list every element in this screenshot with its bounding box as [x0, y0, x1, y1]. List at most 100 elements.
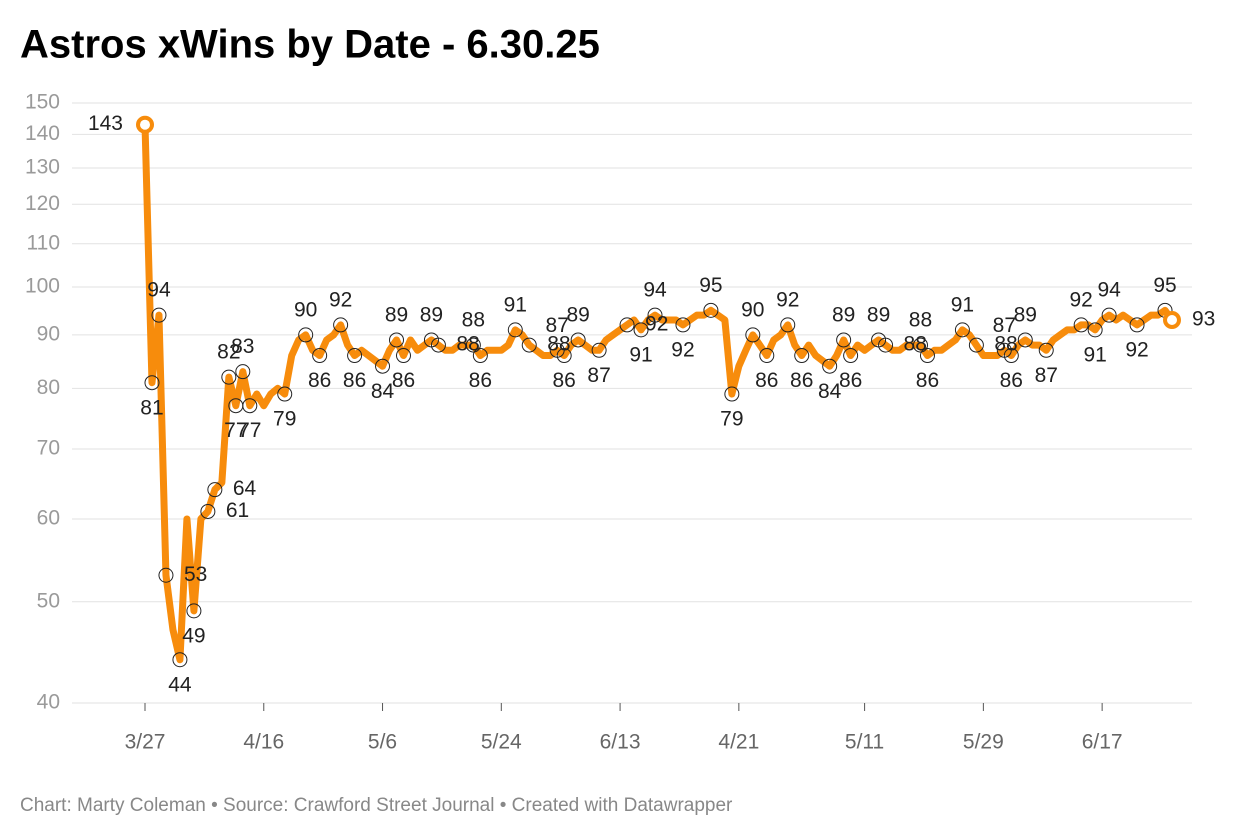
value-label: 94: [1097, 279, 1121, 302]
point: [1073, 317, 1089, 333]
value-label: 86: [343, 369, 366, 392]
x-tick-label: 4/21: [718, 731, 759, 754]
point: [472, 348, 488, 364]
value-label: 77: [224, 419, 247, 442]
y-tick-label: 150: [25, 91, 60, 114]
point: [242, 398, 258, 414]
point: [1087, 322, 1103, 338]
y-tick-label: 120: [25, 192, 60, 215]
point: [298, 327, 314, 343]
value-label: 86: [916, 369, 939, 392]
value-label: 64: [233, 477, 257, 500]
y-tick-label: 70: [37, 437, 60, 460]
point: [878, 337, 894, 353]
value-label: 77: [238, 419, 261, 442]
point: [745, 327, 761, 343]
value-label: 89: [832, 304, 855, 327]
point: [395, 348, 411, 364]
x-tick-label: 3/27: [125, 731, 166, 754]
value-label: 95: [699, 274, 722, 297]
point: [912, 337, 928, 353]
point: [375, 358, 391, 374]
point: [221, 369, 237, 385]
y-tick-label: 100: [25, 275, 60, 298]
end-point: [136, 115, 154, 134]
point: [780, 317, 796, 333]
y-tick-label: 110: [27, 231, 60, 254]
value-label: 92: [645, 312, 668, 335]
value-label: 61: [226, 499, 249, 522]
point: [430, 337, 446, 353]
x-tick-label: 5/11: [845, 731, 884, 754]
value-label: 53: [184, 563, 207, 586]
y-tick-label: 40: [37, 691, 60, 714]
x-tick-label: 6/13: [600, 731, 641, 754]
point: [172, 652, 188, 668]
value-label: 92: [1125, 338, 1148, 361]
value-label: 89: [566, 304, 589, 327]
value-label: 87: [546, 314, 569, 337]
value-label: 86: [1000, 369, 1023, 392]
point: [556, 348, 572, 364]
value-label: 88: [547, 333, 570, 356]
point: [724, 386, 740, 402]
value-label: 88: [462, 309, 485, 332]
point: [235, 364, 251, 380]
value-label: 143: [88, 112, 123, 135]
value-label: 82: [217, 341, 240, 364]
value-label: 88: [904, 333, 927, 356]
x-tick-label: 5/29: [963, 731, 1004, 754]
point: [570, 332, 586, 348]
point: [703, 302, 719, 318]
value-label: 84: [371, 380, 395, 403]
y-tick-label: 90: [37, 322, 60, 345]
value-label: 81: [140, 396, 163, 419]
value-label: 89: [1014, 304, 1037, 327]
value-label: 89: [385, 304, 408, 327]
value-label: 91: [629, 343, 652, 366]
x-tick-label: 4/16: [243, 731, 284, 754]
y-tick-label: 60: [37, 506, 60, 529]
point: [633, 322, 649, 338]
value-label: 44: [168, 673, 192, 696]
point: [521, 337, 537, 353]
value-label: 49: [182, 624, 205, 647]
value-label: 89: [420, 304, 443, 327]
value-label: 92: [776, 288, 799, 311]
value-label: 91: [951, 293, 974, 316]
line: [141, 121, 1176, 664]
point: [619, 317, 635, 333]
y-tick-label: 140: [25, 122, 60, 145]
point: [919, 348, 935, 364]
value-label: 86: [755, 369, 778, 392]
point: [794, 348, 810, 364]
point: [836, 332, 852, 348]
point: [507, 322, 523, 338]
value-label: 92: [329, 288, 352, 311]
x-tick-label: 6/17: [1082, 731, 1123, 754]
point: [675, 317, 691, 333]
value-label: 94: [643, 279, 667, 302]
point: [207, 482, 223, 498]
value-label: 88: [456, 333, 479, 356]
value-label: 87: [993, 314, 1016, 337]
value-label: 91: [1083, 343, 1106, 366]
value-label: 87: [1035, 364, 1058, 387]
point: [144, 375, 160, 391]
value-label: 86: [308, 369, 331, 392]
point: [1017, 332, 1033, 348]
point: [968, 337, 984, 353]
value-label: 91: [504, 293, 527, 316]
value-label: 89: [867, 304, 890, 327]
y-tick-label: 50: [37, 589, 60, 612]
value-label: 86: [790, 369, 813, 392]
point: [759, 348, 775, 364]
point: [822, 358, 838, 374]
point: [158, 567, 174, 583]
value-label: 88: [994, 333, 1017, 356]
x-tick-label: 5/24: [481, 731, 522, 754]
end-point: [1163, 311, 1181, 330]
value-label: 90: [294, 298, 317, 321]
value-label: 92: [671, 338, 694, 361]
